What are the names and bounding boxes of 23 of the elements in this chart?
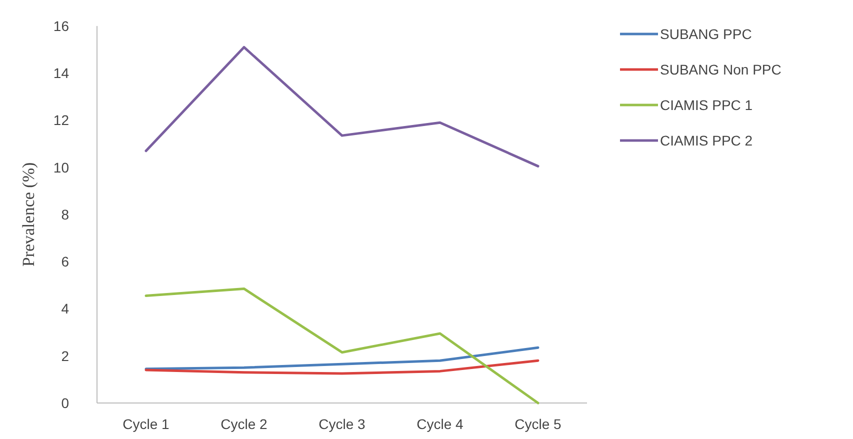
legend-label: CIAMIS PPC 1 <box>660 96 753 113</box>
line-series <box>144 287 540 404</box>
x-tick-label: Cycle 4 <box>416 416 464 432</box>
y-axis-title: Prevalence (%) <box>19 162 38 267</box>
y-tick-label: 16 <box>53 18 70 34</box>
y-tick-label: 2 <box>61 348 70 364</box>
y-tick-label: 8 <box>61 206 70 222</box>
y-tick-label: 10 <box>53 159 70 176</box>
legend-label: CIAMIS PPC 2 <box>660 132 753 148</box>
y-tick-label: 12 <box>53 112 70 128</box>
legend-label: SUBANG PPC <box>660 26 752 42</box>
line-series <box>144 46 540 168</box>
y-tick-label: 14 <box>53 65 70 82</box>
x-tick-label: Cycle 2 <box>220 416 268 432</box>
x-tick-label: Cycle 5 <box>514 416 562 432</box>
y-tick-label: 6 <box>61 254 70 270</box>
line-series <box>144 346 540 370</box>
legend-label: SUBANG Non PPC <box>660 61 782 78</box>
x-tick-label: Cycle 1 <box>122 416 170 432</box>
x-tick-label: Cycle 3 <box>318 416 366 432</box>
line-series <box>144 359 540 375</box>
y-tick-label: 4 <box>61 300 70 317</box>
y-tick-label: 0 <box>61 394 70 411</box>
